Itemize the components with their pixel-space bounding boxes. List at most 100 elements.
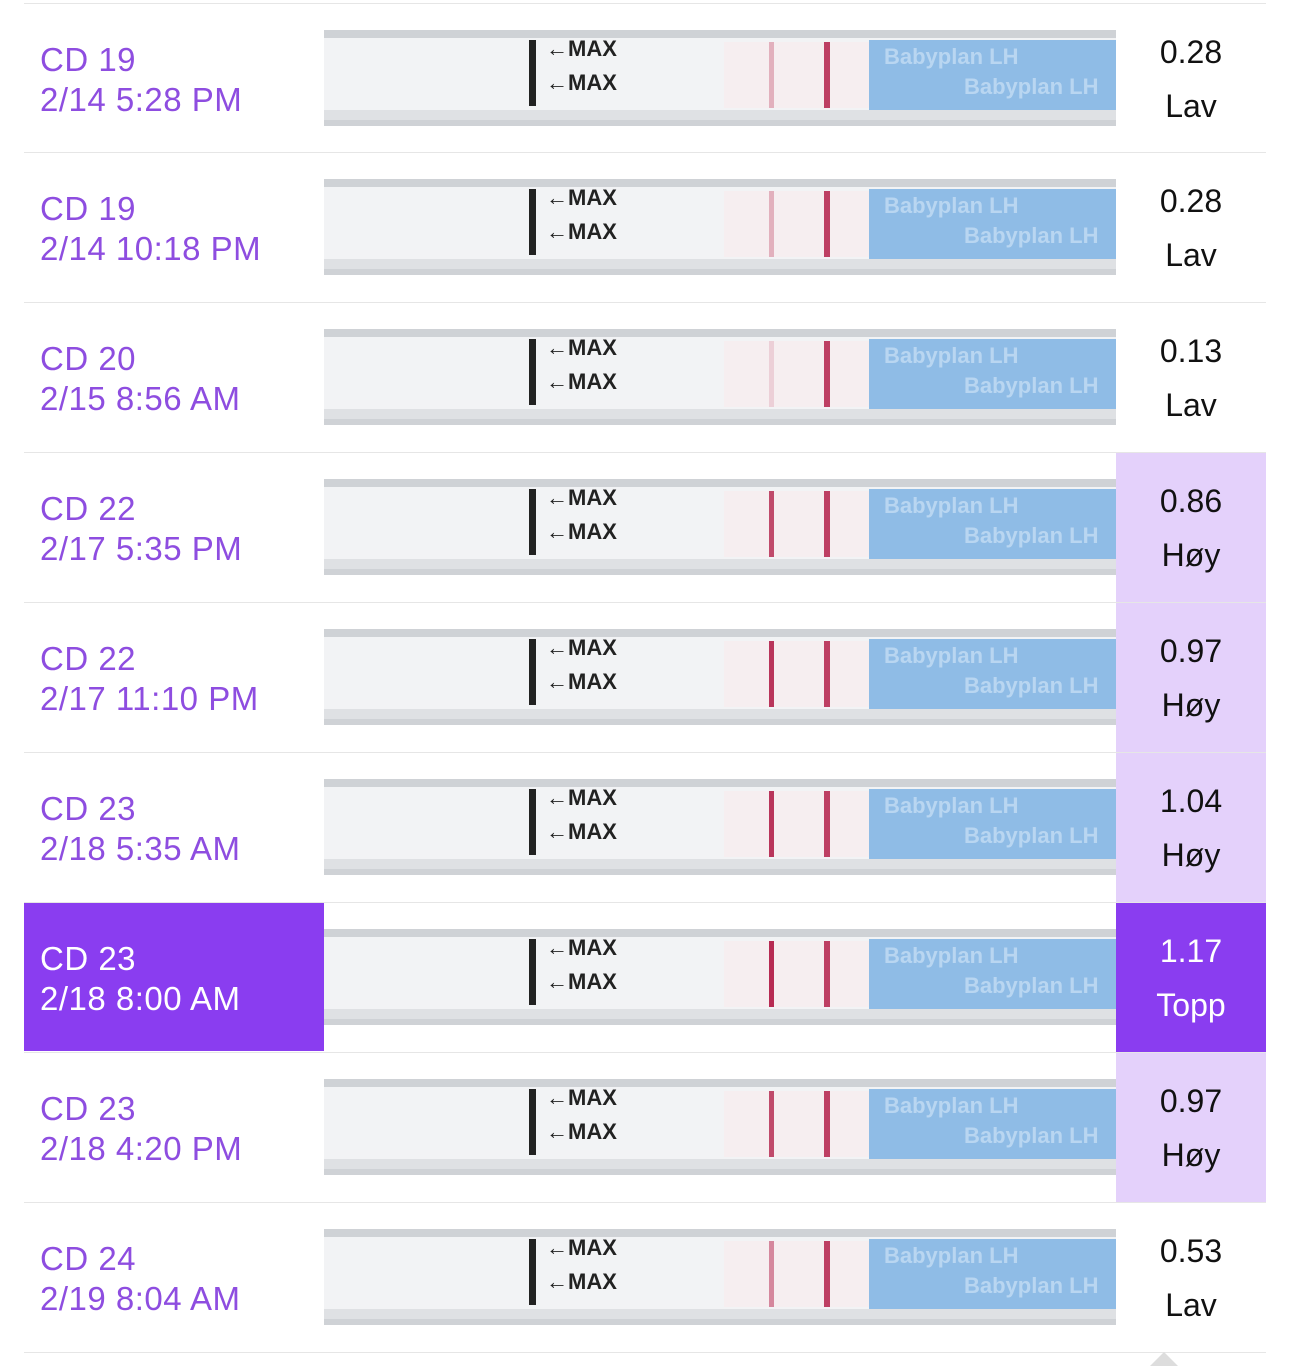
max-label-bottom: ←MAX xyxy=(546,1119,617,1144)
result-window xyxy=(724,641,874,707)
strip-shadow xyxy=(324,709,1116,719)
test-strip-photo: ←MAX ←MAX Babyplan LH Babyplan LH xyxy=(324,1079,1116,1175)
strip-shadow xyxy=(324,1309,1116,1319)
max-label-top: ←MAX xyxy=(546,1085,617,1110)
max-label-top: ←MAX xyxy=(546,785,617,810)
control-line xyxy=(824,1091,830,1157)
brand-label: Babyplan LH xyxy=(884,493,1018,518)
date-time-label: 2/19 8:04 AM xyxy=(40,1280,241,1317)
test-row[interactable]: CD 23 2/18 8:00 AM ←MAX ←MAX Babyplan LH Ba… xyxy=(24,903,1266,1053)
test-row[interactable]: CD 23 2/18 4:20 PM ←MAX ←MAX Babyplan LH Ba… xyxy=(24,1053,1266,1203)
lh-value: 0.86 xyxy=(1159,483,1223,519)
max-label-top: ←MAX xyxy=(546,335,617,360)
max-label-bottom: ←MAX xyxy=(546,369,617,394)
lh-value: 1.04 xyxy=(1159,783,1223,819)
max-label-bottom: ←MAX xyxy=(546,219,617,244)
test-row[interactable]: CD 22 2/17 11:10 PM ←MAX ←MAX Babyplan LH B… xyxy=(24,603,1266,753)
lh-value: 0.97 xyxy=(1159,1083,1223,1119)
date-time-label: 2/18 8:00 AM xyxy=(40,980,241,1017)
strip-shadow xyxy=(324,110,1116,120)
brand-label: Babyplan LH xyxy=(964,1123,1098,1148)
max-label-bottom: ←MAX xyxy=(546,819,617,844)
strip-shadow xyxy=(324,1159,1116,1169)
control-line xyxy=(824,791,830,857)
strip-wrapper xyxy=(869,339,1116,409)
max-label-bottom: ←MAX xyxy=(546,669,617,694)
max-label-bottom: ←MAX xyxy=(546,70,617,95)
value-cell: 1.04 Høy xyxy=(1116,753,1266,902)
cycle-day-label: CD 20 xyxy=(40,340,137,377)
scroll-indicator-icon xyxy=(1150,1352,1178,1366)
control-line xyxy=(824,341,830,407)
cycle-day-label: CD 23 xyxy=(40,1090,137,1127)
result-window xyxy=(724,1241,874,1307)
strip-shadow xyxy=(324,859,1116,869)
result-window xyxy=(724,42,874,108)
max-label-bottom: ←MAX xyxy=(546,519,617,544)
control-line xyxy=(824,641,830,707)
value-cell: 0.53 Lav xyxy=(1116,1203,1266,1352)
test-strip-photo: ←MAX ←MAX Babyplan LH Babyplan LH xyxy=(324,329,1116,425)
brand-label: Babyplan LH xyxy=(884,1093,1018,1118)
date-cell: CD 23 2/18 8:00 AM xyxy=(24,903,324,1051)
lh-level: Høy xyxy=(1161,687,1221,723)
test-row[interactable]: CD 20 2/15 8:56 AM ←MAX ←MAX Babyplan LH Ba… xyxy=(24,303,1266,453)
lh-value: 0.13 xyxy=(1159,333,1223,369)
test-row[interactable]: CD 24 2/19 8:04 AM ←MAX ←MAX Babyplan LH Ba… xyxy=(24,1203,1266,1353)
strip-shadow xyxy=(324,409,1116,419)
date-cell: CD 19 2/14 10:18 PM xyxy=(24,153,324,302)
date-cell: CD 23 2/18 4:20 PM xyxy=(24,1053,324,1202)
date-cell: CD 19 2/14 5:28 PM xyxy=(24,4,324,153)
strip-shadow xyxy=(324,259,1116,269)
test-row[interactable]: CD 23 2/18 5:35 AM ←MAX ←MAX Babyplan LH Ba… xyxy=(24,753,1266,903)
brand-label: Babyplan LH xyxy=(884,193,1018,218)
date-cell: CD 23 2/18 5:35 AM xyxy=(24,753,324,902)
control-line xyxy=(824,1241,830,1307)
test-strip-photo: ←MAX ←MAX Babyplan LH Babyplan LH xyxy=(324,179,1116,275)
max-label-top: ←MAX xyxy=(546,1235,617,1260)
max-label-bottom: ←MAX xyxy=(546,969,617,994)
test-line xyxy=(769,191,774,257)
dip-marker-bar xyxy=(529,40,536,106)
dip-marker-bar xyxy=(529,789,536,855)
test-row[interactable]: CD 19 2/14 10:18 PM ←MAX ←MAX Babyplan LH B… xyxy=(24,153,1266,303)
test-row[interactable]: CD 19 2/14 5:28 PM ←MAX ←MAX Babyplan LH Ba… xyxy=(24,3,1266,153)
value-cell: 1.17 Topp xyxy=(1116,903,1266,1052)
test-strip-photo: ←MAX ←MAX Babyplan LH Babyplan LH xyxy=(324,929,1116,1025)
max-label-top: ←MAX xyxy=(546,635,617,660)
brand-label: Babyplan LH xyxy=(964,973,1098,998)
control-line xyxy=(824,491,830,557)
date-time-label: 2/14 5:28 PM xyxy=(40,81,243,118)
test-line xyxy=(769,341,774,407)
cycle-day-label: CD 22 xyxy=(40,640,137,677)
value-cell: 0.13 Lav xyxy=(1116,303,1266,452)
date-time-label: 2/18 4:20 PM xyxy=(40,1130,243,1167)
dip-marker-bar xyxy=(529,1089,536,1155)
strip-wrapper xyxy=(869,639,1116,709)
cycle-day-label: CD 24 xyxy=(40,1240,137,1277)
lh-level: Lav xyxy=(1165,237,1217,273)
strip-wrapper xyxy=(869,1239,1116,1309)
strip-wrapper xyxy=(869,1089,1116,1159)
control-line xyxy=(824,191,830,257)
test-line xyxy=(769,491,774,557)
strip-svg: ←MAX ←MAX Babyplan LH Babyplan LH xyxy=(324,629,1116,725)
result-window xyxy=(724,1091,874,1157)
test-line xyxy=(769,1241,774,1307)
max-label-top: ←MAX xyxy=(546,185,617,210)
test-strip-photo: ←MAX ←MAX Babyplan LH Babyplan LH xyxy=(324,30,1116,126)
max-label-top: ←MAX xyxy=(546,935,617,960)
lh-level: Høy xyxy=(1161,537,1221,573)
brand-label: Babyplan LH xyxy=(964,523,1098,548)
date-cell: CD 22 2/17 11:10 PM xyxy=(24,603,324,752)
lh-level: Lav xyxy=(1165,88,1217,124)
cycle-day-label: CD 19 xyxy=(40,41,137,78)
dip-marker-bar xyxy=(529,339,536,405)
test-row[interactable]: CD 22 2/17 5:35 PM ←MAX ←MAX Babyplan LH Ba… xyxy=(24,453,1266,603)
strip-svg: ←MAX ←MAX Babyplan LH Babyplan LH xyxy=(324,1229,1116,1325)
brand-label: Babyplan LH xyxy=(884,943,1018,968)
cycle-day-label: CD 23 xyxy=(40,940,137,977)
result-window xyxy=(724,191,874,257)
date-time-label: 2/17 11:10 PM xyxy=(40,680,259,717)
brand-label: Babyplan LH xyxy=(964,1273,1098,1298)
